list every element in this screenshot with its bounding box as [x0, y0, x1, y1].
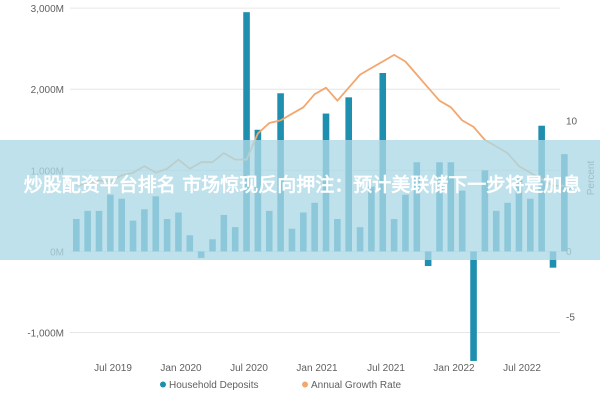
x-tick-label: Jan 2021	[296, 363, 338, 374]
left-tick-label: -1,000M	[27, 329, 64, 340]
left-tick-label: 2,000M	[31, 85, 64, 96]
legend-label-deposits: Household Deposits	[169, 380, 259, 391]
x-axis: Jul 2019 Jan 2020 Jul 2020 Jan 2021 Jul 2021…	[94, 363, 541, 374]
right-tick-label: 10	[566, 116, 578, 127]
x-tick-label: Jan 2020	[160, 363, 202, 374]
legend-marker-growth	[302, 381, 308, 388]
x-tick-label: Jul 2021	[367, 363, 405, 374]
headline-banner	[0, 140, 600, 260]
bar	[470, 251, 477, 361]
right-tick-label: -5	[566, 313, 575, 324]
x-tick-label: Jan 2022	[433, 363, 475, 374]
legend-marker-deposits	[160, 381, 166, 388]
legend-label-growth: Annual Growth Rate	[311, 380, 401, 391]
legend: Household Deposits Annual Growth Rate	[160, 380, 401, 391]
x-tick-label: Jul 2020	[230, 363, 268, 374]
x-tick-label: Jul 2019	[94, 363, 132, 374]
x-tick-label: Jul 2022	[503, 363, 541, 374]
left-tick-label: 3,000M	[31, 4, 64, 15]
bar	[243, 12, 250, 252]
headline-text: 炒股配资平台排名 市场惊现反向押注：预计美联储下一步将是加息	[23, 174, 582, 196]
